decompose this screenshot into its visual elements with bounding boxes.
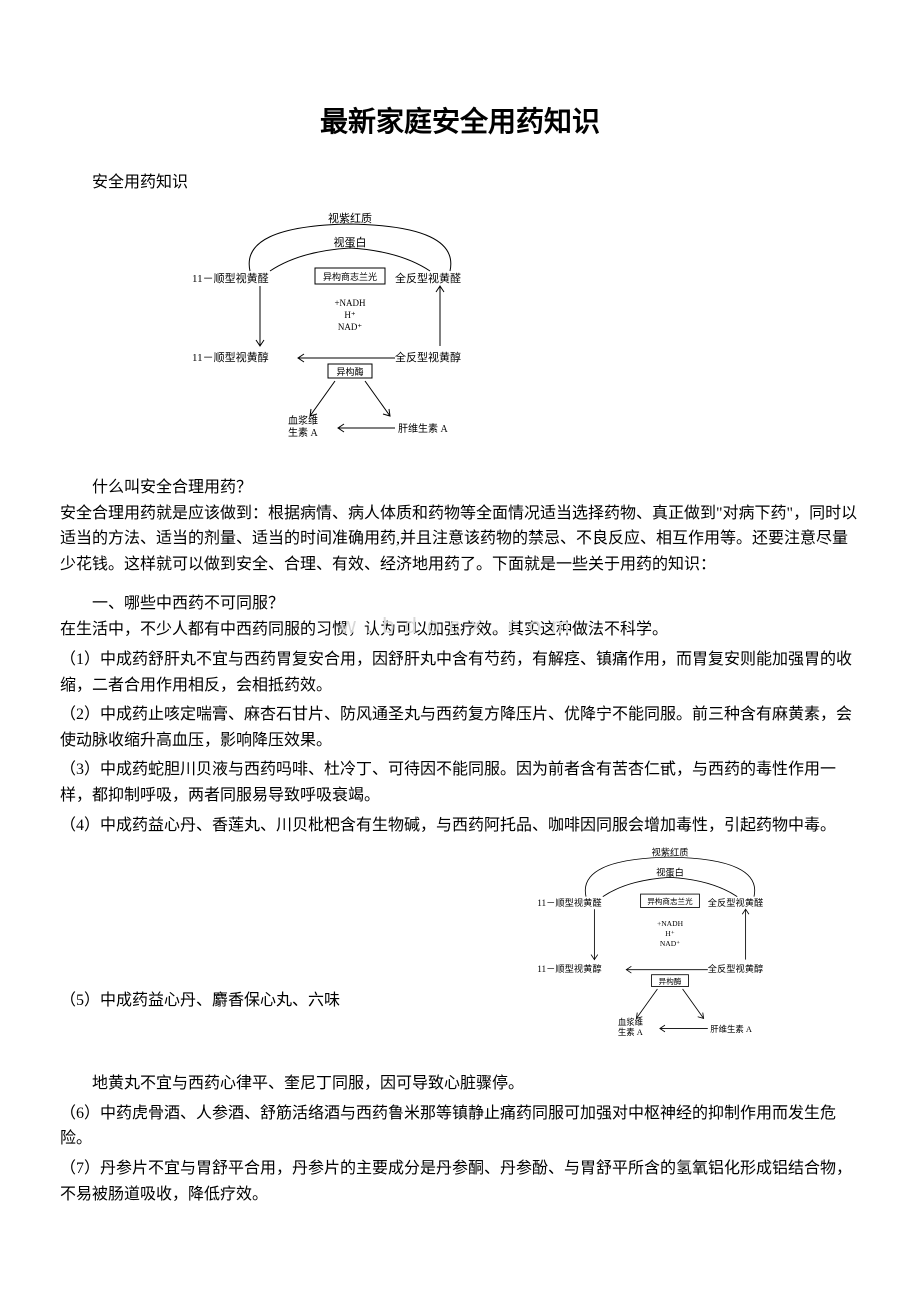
diagram-1: 视紫红质 视蛋白 11－顺型视黄醛 异构商志兰光 全反型视黄醛 +NADH H⁺… xyxy=(180,206,860,461)
item-2: （2）中成药止咳定喘膏、麻杏石甘片、防风通圣丸与西药复方降压片、优降宁不能同服。… xyxy=(60,702,860,753)
item-1: （1）中成药舒肝丸不宜与西药胃复安合用，因舒肝丸中含有芍药，有解痉、镇痛作用，而… xyxy=(60,647,860,698)
s1-intro: 在生活中，不少人都有中西药同服的习惯，认为可以加强疗效。其实这种做法不科学。 xyxy=(60,617,860,643)
item-7: （7）丹参片不宜与胃舒平合用，丹参片的主要成分是丹参酮、丹参酚、与胃舒平所含的氢… xyxy=(60,1156,860,1207)
svg-text:生素 A: 生素 A xyxy=(618,1027,643,1037)
svg-text:视蛋白: 视蛋白 xyxy=(334,235,367,249)
page-title: 最新家庭安全用药知识 xyxy=(60,100,860,140)
svg-text:NAD⁺: NAD⁺ xyxy=(660,939,680,948)
item-3: （3）中成药蛇胆川贝液与西药吗啡、杜冷丁、可待因不能同服。因为前者含有苦杏仁甙，… xyxy=(60,757,860,808)
item-5b: 地黄丸不宜与西药心律平、奎尼丁同服，因可导致心脏骤停。 xyxy=(60,1071,860,1097)
svg-text:视紫红质: 视紫红质 xyxy=(652,847,689,858)
svg-text:全反型视黄醇: 全反型视黄醇 xyxy=(395,350,461,364)
svg-text:异构商志兰光: 异构商志兰光 xyxy=(323,271,377,282)
svg-text:异构酶: 异构酶 xyxy=(659,976,682,986)
svg-text:11－顺型视黄醛: 11－顺型视黄醛 xyxy=(192,271,269,285)
diagram-2: 视紫红质 视蛋白 11－顺型视黄醛 异构商志兰光 全反型视黄醛 +NADH H⁺… xyxy=(520,842,820,1057)
svg-text:+NADH: +NADH xyxy=(334,298,366,308)
svg-text:11－顺型视黄醛: 11－顺型视黄醛 xyxy=(537,897,601,908)
svg-text:肝维生素 A: 肝维生素 A xyxy=(398,422,448,435)
svg-text:全反型视黄醛: 全反型视黄醛 xyxy=(708,897,763,908)
item-6: （6）中药虎骨酒、人参酒、舒筋活络酒与西药鲁米那等镇静止痛药同服可加强对中枢神经… xyxy=(60,1101,860,1152)
intro-label: 安全用药知识 xyxy=(60,170,860,196)
svg-text:NAD⁺: NAD⁺ xyxy=(338,322,362,332)
q1-body: 安全合理用药就是应该做到：根据病情、病人体质和药物等全面情况适当选择药物、真正做… xyxy=(60,501,860,578)
svg-text:全反型视黄醇: 全反型视黄醇 xyxy=(708,963,763,974)
svg-text:血浆维: 血浆维 xyxy=(288,414,318,427)
svg-text:肝维生素 A: 肝维生素 A xyxy=(710,1024,752,1034)
svg-text:11－顺型视黄醇: 11－顺型视黄醇 xyxy=(537,963,601,974)
svg-text:生素 A: 生素 A xyxy=(288,426,318,439)
item-4: （4）中成药益心丹、香莲丸、川贝枇杷含有生物碱，与西药阿托品、咖啡因同服会增加毒… xyxy=(60,813,860,839)
svg-text:异构酶: 异构酶 xyxy=(336,366,363,377)
svg-text:+NADH: +NADH xyxy=(657,919,684,928)
svg-text:H⁺: H⁺ xyxy=(344,310,355,320)
svg-text:全反型视黄醛: 全反型视黄醛 xyxy=(395,271,461,285)
svg-text:血浆维: 血浆维 xyxy=(618,1017,644,1027)
svg-text:异构商志兰光: 异构商志兰光 xyxy=(647,896,693,906)
s1-heading: 一、哪些中西药不可同服？ xyxy=(60,589,860,613)
svg-text:视蛋白: 视蛋白 xyxy=(656,867,684,878)
svg-text:H⁺: H⁺ xyxy=(665,929,674,938)
q1-heading: 什么叫安全合理用药？ xyxy=(60,473,860,497)
svg-text:视紫红质: 视紫红质 xyxy=(328,211,372,225)
svg-text:11－顺型视黄醇: 11－顺型视黄醇 xyxy=(192,350,269,364)
